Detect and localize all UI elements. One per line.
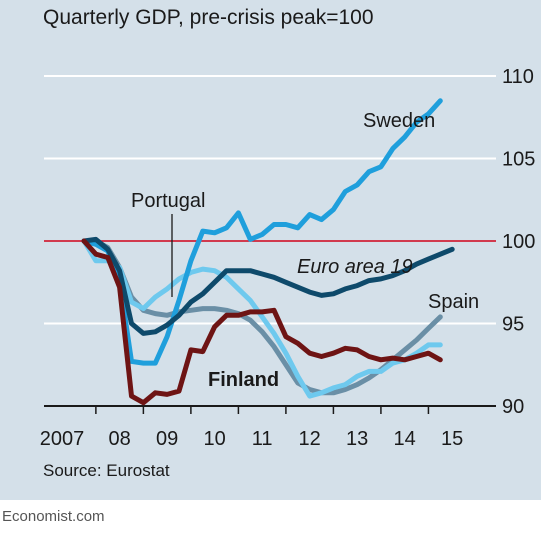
x-tick-label: 11 <box>252 428 273 450</box>
series-line-finland <box>81 238 443 406</box>
series-lines <box>81 98 455 406</box>
label-finland: Finland <box>208 369 279 391</box>
gridlines <box>44 75 496 325</box>
x-tick-label: 13 <box>346 428 368 450</box>
series-line-portugal <box>81 238 443 399</box>
chart-title: Quarterly GDP, pre-crisis peak=100 <box>43 6 374 29</box>
y-tick-label: 90 <box>502 396 524 418</box>
x-tick-label: 08 <box>109 428 131 450</box>
series-labels: Sweden Portugal Euro area 19 Spain Finla… <box>131 110 479 391</box>
label-portugal: Portugal <box>131 190 206 212</box>
series-line-sweden <box>81 98 443 366</box>
x-tick-label: 14 <box>394 428 416 450</box>
y-tick-label: 110 <box>502 66 534 88</box>
chart: 2007 08 09 10 11 12 13 14 15 90 95 100 105 110 Swede… <box>40 66 536 450</box>
label-spain: Spain <box>428 291 479 313</box>
y-tick-label: 105 <box>502 149 535 171</box>
y-axis: 90 95 100 105 110 <box>502 66 535 418</box>
label-euro-area-19: Euro area 19 <box>297 256 413 278</box>
brand-footer: Economist.com <box>2 508 105 525</box>
series-line-euro-area-19 <box>81 236 455 336</box>
y-tick-label: 95 <box>502 314 524 336</box>
x-tick-label: 10 <box>204 428 226 450</box>
x-tick-label: 2007 <box>40 428 85 450</box>
x-tick-label: 12 <box>299 428 321 450</box>
label-sweden: Sweden <box>363 110 435 132</box>
source-note: Source: Eurostat <box>43 461 170 480</box>
x-axis: 2007 08 09 10 11 12 13 14 15 <box>40 405 496 450</box>
y-tick-label: 100 <box>502 231 535 253</box>
x-tick-label: 09 <box>156 428 178 450</box>
x-tick-label: 15 <box>441 428 463 450</box>
